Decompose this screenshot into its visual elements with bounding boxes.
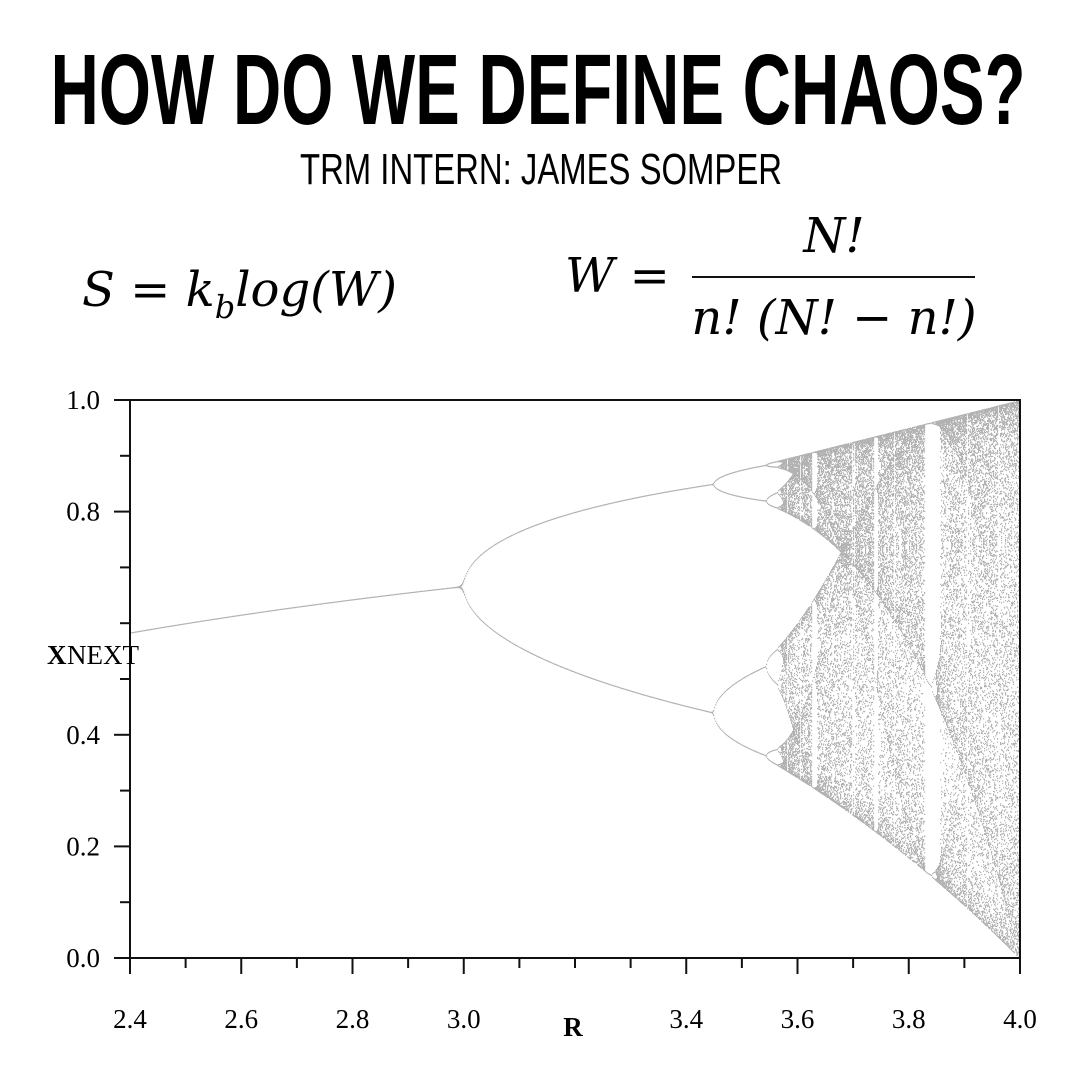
x-tick-label: 3.8 <box>892 1004 926 1034</box>
x-tick-label: 2.4 <box>113 1004 147 1034</box>
x-axis-label: R <box>563 1012 583 1042</box>
eq-lhs: S = k <box>82 262 215 318</box>
x-tick-label: 4.0 <box>1003 1004 1037 1034</box>
plot: 2.4 2.6 2.8 3.0 3.4 3.6 3.8 4.0 0.0 0.2 0.4 0.8 1.0 R… <box>47 385 1037 1042</box>
x-tick-label: 3.4 <box>669 1004 703 1034</box>
y-tick-label: 0.8 <box>66 497 100 527</box>
numerator: N! <box>802 208 864 264</box>
x-tick-label: 3.0 <box>447 1004 481 1034</box>
subtitle: TRM INTERN: JAMES SOMPER <box>300 145 782 194</box>
equation-lhs: W = <box>565 248 670 304</box>
y-axis-label-sub: NEXT <box>67 640 139 670</box>
x-tick-label: 2.6 <box>224 1004 258 1034</box>
y-tick-label: 1.0 <box>66 385 100 415</box>
x-tick-label: 2.8 <box>336 1004 370 1034</box>
y-tick-label: 0.4 <box>66 720 100 750</box>
y-tick-label: 0.2 <box>66 831 100 861</box>
bifurcation-points <box>130 400 1021 959</box>
denominator: n! (N! − n!) <box>691 290 976 346</box>
x-tick-label: 3.6 <box>781 1004 815 1034</box>
y-axis-label: X <box>47 640 67 670</box>
y-tick-label: 0.0 <box>66 943 100 973</box>
eq-sub: b <box>215 288 235 326</box>
equation: S = kblog(W) <box>82 262 397 326</box>
eq-rhs: log(W) <box>235 262 397 318</box>
title: HOW DO WE DEFINE CHAOS? <box>51 34 1026 146</box>
